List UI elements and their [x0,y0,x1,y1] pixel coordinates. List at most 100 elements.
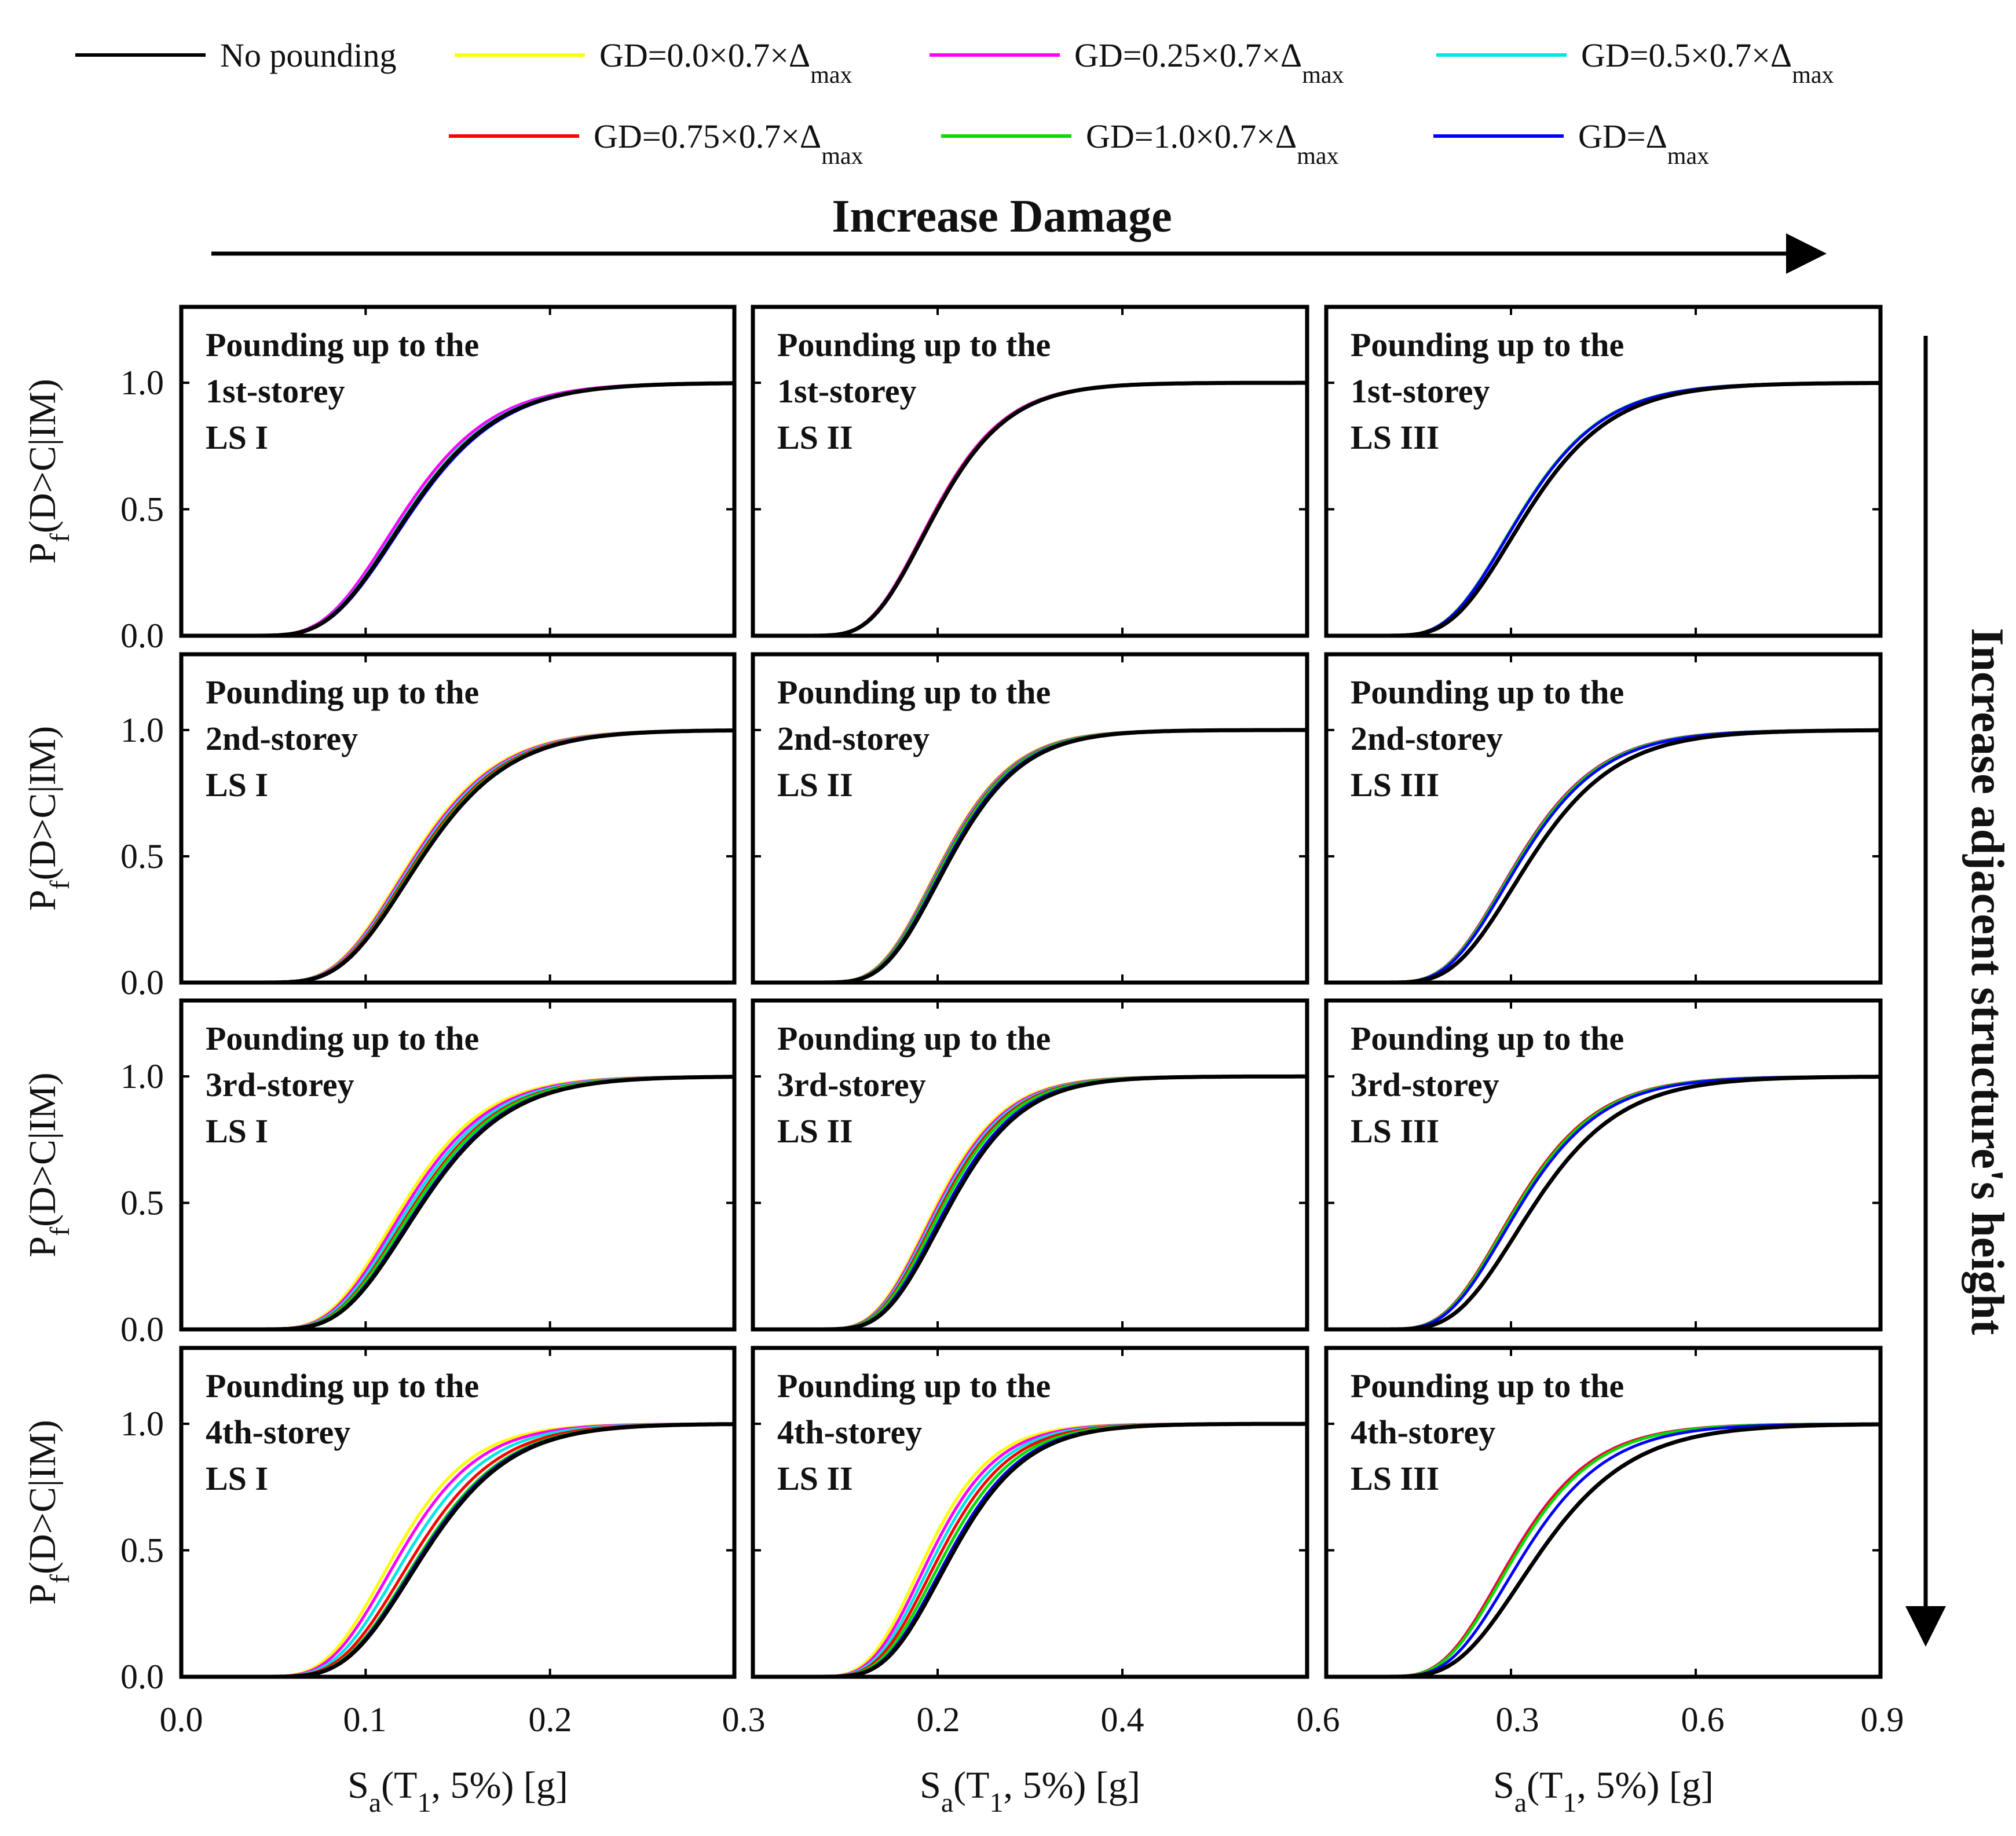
y-axis-label-sub: f [45,1227,75,1236]
x-axis-label-sub2: 1 [989,1787,1003,1818]
y-tick-label: 0.5 [120,490,164,529]
series-group [753,380,1307,636]
x-axis-label-sub: a [369,1787,381,1818]
x-axis-label-rest: , 5%) [g] [431,1764,568,1806]
plot-frame [1324,998,1883,1332]
panel-title-line: 2nd-storey [206,720,358,757]
fragility-panel: Pounding up to the 3rd-storey LS III [1324,998,1883,1332]
fragility-panel: Pounding up to the 4th-storey LS III [1324,1346,1883,1679]
legend-label: GD=Δmax [1578,118,1709,170]
panel-title-line: LS II [777,766,853,804]
plot-area [753,1348,1307,1677]
legend-label-main: GD=0.5×0.7×Δ [1581,36,1792,74]
legend-label: GD=1.0×0.7×Δmax [1086,118,1339,170]
fragility-panel: Pounding up to the 1st-storey LS I 0.0 0.5 1.… [120,305,737,655]
panel-title-line: Pounding up to the [1351,673,1624,711]
y-axis-label-rest: (D>C|IM) [21,1072,64,1227]
panel-title-line: LS III [1351,1112,1439,1150]
panel-title-line: 1st-storey [1351,372,1490,410]
panel-title-line: LS II [777,1460,853,1497]
plot-frame [1324,305,1883,638]
fragility-panel: Pounding up to the 2nd-storey LS I 0.0 0.5 1.… [120,652,737,1002]
series-group [1326,728,1880,983]
banner-annotations: Increase Damage Increase adjacent struct… [211,191,2013,1647]
y-tick-label: 0.0 [120,1658,164,1696]
x-axis-label-sub2: 1 [417,1787,431,1818]
panel-title-line: 2nd-storey [777,720,930,757]
legend-label: GD=0.0×0.7×Δmax [599,36,852,89]
panel-title-line: 3rd-storey [777,1066,926,1104]
fragility-panel: Pounding up to the 3rd-storey LS I 0.0 0.5 1.… [120,998,737,1348]
y-axis-label: Pf(D>C|IM) [21,1072,75,1257]
x-axis-labels: 0.0 0.1 0.2 Sa(T1, 5%) [g] 0.3 0.2 0.4 Sa(T1, 5… [160,1701,1904,1818]
increase-damage-label: Increase Damage [832,191,1172,242]
legend-entry: GD=0.5×0.7×Δmax [1436,36,1834,89]
y-axis-label: Pf(D>C|IM) [21,726,75,911]
panel-title-line: 3rd-storey [1351,1066,1499,1104]
x-tick-label: 0.2 [917,1701,960,1739]
legend-label-main: GD=Δ [1578,118,1667,155]
x-axis-label: Sa(T1, 5%) [g] [920,1764,1140,1818]
x-axis-label-open: (T [381,1764,417,1806]
x-tick-label: 0.0 [160,1701,203,1739]
y-axis-label-sub: f [45,881,75,890]
y-axis-label-main: P [21,543,64,564]
panel-title-line: Pounding up to the [777,1367,1051,1405]
legend-label-sub: max [810,62,852,89]
legend-entry: GD=0.0×0.7×Δmax [455,36,852,89]
fragility-panel: Pounding up to the 4th-storey LS I 0.0 0.5 1.… [120,1346,737,1696]
panel-title-line: LS I [206,766,268,804]
x-axis-label-rest: , 5%) [g] [1003,1764,1140,1806]
plot-area [181,307,734,636]
legend-label-sub: max [1297,143,1338,170]
y-tick-label: 1.0 [120,1405,164,1443]
legend-entry: GD=0.75×0.7×Δmax [449,118,864,170]
plot-area [181,1001,734,1329]
y-tick-label: 0.5 [120,1531,164,1570]
panel-title-line: Pounding up to the [777,1020,1051,1057]
legend-label-main: GD=1.0×0.7×Δ [1086,118,1297,155]
legend-label-sub: max [1792,62,1834,89]
y-tick-label: 0.0 [120,617,164,655]
panel-title-line: LS II [777,419,853,456]
legend-label-main: GD=0.0×0.7×Δ [599,36,810,74]
x-tick-label: 0.3 [722,1701,766,1739]
plot-area [753,1001,1307,1329]
panel-title-line: Pounding up to the [777,673,1051,711]
fragility-panel: Pounding up to the 1st-storey LS III [1324,305,1883,638]
panel-title-line: Pounding up to the [777,326,1051,364]
legend-entry: GD=1.0×0.7×Δmax [941,118,1339,170]
y-tick-label: 0.0 [120,1310,164,1348]
plot-frame [179,305,737,638]
panel-title-line: Pounding up to the [206,1020,479,1057]
x-tick-label: 0.4 [1101,1701,1144,1739]
panel-title-line: Pounding up to the [1351,1367,1624,1405]
panel-title-line: LS I [206,1460,268,1497]
plot-frame [751,1346,1309,1679]
y-axis-labels: Pf(D>C|IM)Pf(D>C|IM)Pf(D>C|IM)Pf(D>C|IM) [21,379,75,1604]
x-tick-label: 0.2 [529,1701,572,1739]
series-line [753,380,1307,636]
panel-title-line: 4th-storey [777,1413,922,1451]
x-tick-label: 0.1 [343,1701,387,1739]
plot-frame [751,998,1309,1332]
plot-frame [179,1346,737,1679]
y-axis-label: Pf(D>C|IM) [21,379,75,563]
plot-frame [1324,1346,1883,1679]
plot-area [1326,1001,1880,1329]
panel-title-line: Pounding up to the [206,1367,479,1405]
x-axis-label: Sa(T1, 5%) [g] [1493,1764,1714,1818]
y-axis-label-main: P [21,890,64,911]
x-tick-label: 0.3 [1496,1701,1539,1739]
legend-label-sub: max [1667,143,1709,170]
plot-area [181,1348,734,1677]
panel-title-line: Pounding up to the [1351,1020,1624,1057]
panel-title-line: Pounding up to the [1351,326,1624,364]
legend-label: No pounding [220,36,397,74]
panel-grid: Pounding up to the 1st-storey LS I 0.0 0.5 1.… [120,305,1883,1696]
x-axis-label-sub: a [941,1787,953,1818]
y-axis-label-main: P [21,1236,64,1258]
y-tick-label: 1.0 [120,1057,164,1095]
y-tick-label: 0.5 [120,837,164,875]
panel-title-line: 4th-storey [206,1413,350,1451]
